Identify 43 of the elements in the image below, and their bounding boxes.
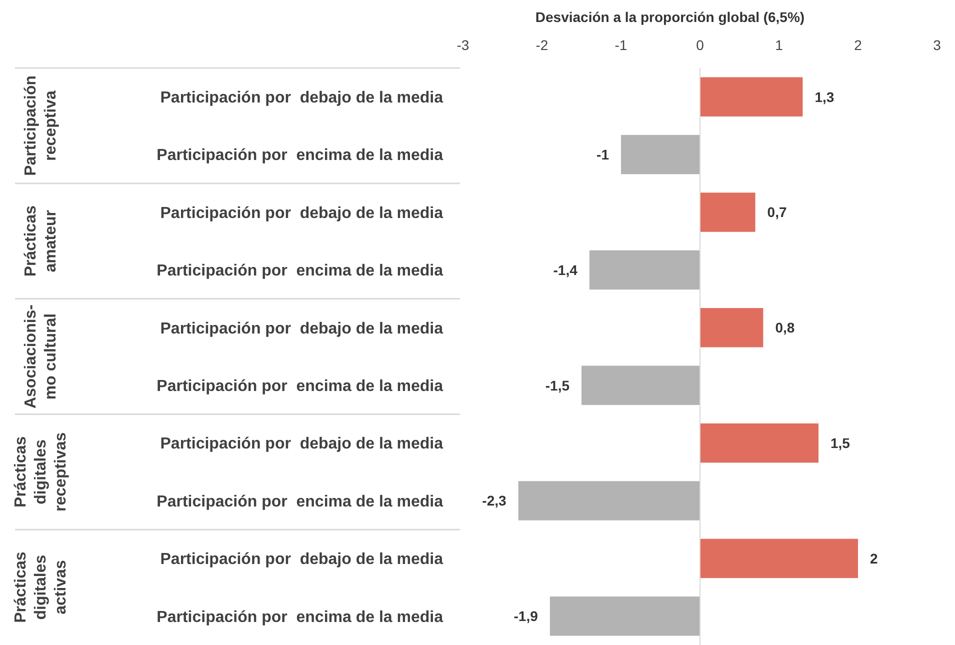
text: Asociacionis-mo cultural (22, 304, 60, 409)
data-label: -2,3 (482, 492, 507, 509)
data-label: 1,3 (814, 88, 834, 105)
bar (700, 538, 858, 578)
y-tick-label: Participación por debajo de la media (160, 551, 444, 568)
data-label: 1,5 (830, 434, 850, 451)
bar (621, 134, 700, 174)
bar (700, 423, 818, 463)
x-tick-label: 0 (696, 37, 704, 53)
text: Participación receptiva (22, 75, 60, 176)
y-tick-label: Participación por encima de la media (156, 493, 444, 510)
bar (550, 596, 700, 636)
data-label: 0,8 (775, 320, 795, 336)
bar (700, 308, 764, 348)
y-tick-label: Participación por debajo de la media (160, 204, 444, 222)
x-axis-title: Desviación a la proporción global (6,5%) (535, 9, 805, 25)
y-tick-label: Participación por encima de la media (156, 378, 444, 395)
data-label: 2 (870, 550, 878, 566)
text: Prácticas digitales activas (12, 552, 70, 623)
y-tick-label: Participación por debajo de la media (160, 320, 444, 338)
y-tick-label: Participación por debajo de la media (160, 89, 444, 106)
y-tick-label: Participación por debajo de la media (160, 436, 444, 453)
x-tick-label: -1 (614, 37, 628, 53)
data-label: -1,4 (553, 262, 578, 278)
data-label: -1 (596, 146, 610, 162)
data-label: -1,9 (514, 608, 538, 624)
x-tick-label: 1 (775, 37, 784, 53)
bar (700, 77, 803, 116)
bar (518, 481, 700, 520)
bar (589, 250, 700, 290)
text: Prácticas amateur (22, 205, 60, 277)
x-tick-label: -2 (536, 37, 548, 53)
data-label: 0,7 (767, 204, 787, 220)
x-tick-label: -3 (456, 37, 470, 53)
text: Prácticas digitales receptivas (12, 432, 70, 512)
x-tick-label: 2 (854, 37, 862, 53)
y-tick-label: Participación por encima de la media (156, 147, 444, 164)
data-label: -1,5 (545, 377, 570, 394)
bar (582, 366, 700, 405)
y-tick-label: Participación por encima de la media (156, 608, 444, 626)
x-tick-label: 3 (933, 37, 942, 53)
bar (700, 192, 756, 232)
y-tick-label: Participación por encima de la media (156, 262, 444, 280)
